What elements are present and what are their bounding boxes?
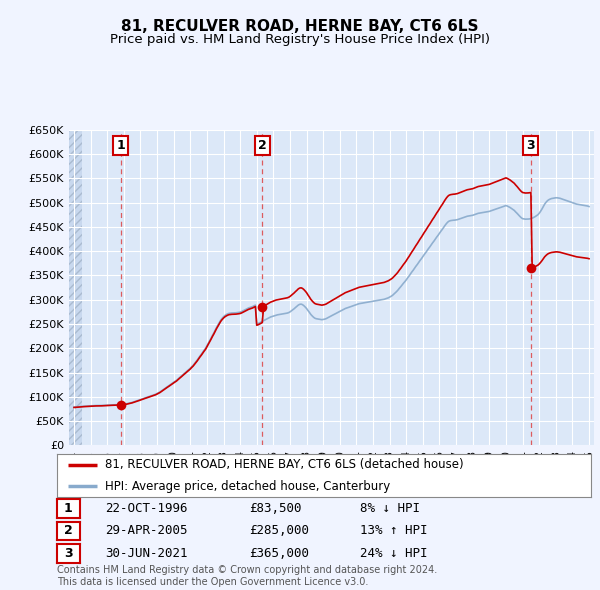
Text: 8% ↓ HPI: 8% ↓ HPI (360, 502, 420, 515)
Text: £365,000: £365,000 (249, 547, 309, 560)
Text: 13% ↑ HPI: 13% ↑ HPI (360, 525, 427, 537)
Text: HPI: Average price, detached house, Canterbury: HPI: Average price, detached house, Cant… (105, 480, 391, 493)
Text: 3: 3 (64, 547, 73, 560)
Bar (69, 130, 82, 445)
Text: £83,500: £83,500 (249, 502, 302, 515)
Text: Contains HM Land Registry data © Crown copyright and database right 2024.
This d: Contains HM Land Registry data © Crown c… (57, 565, 437, 587)
Text: 24% ↓ HPI: 24% ↓ HPI (360, 547, 427, 560)
Text: 81, RECULVER ROAD, HERNE BAY, CT6 6LS (detached house): 81, RECULVER ROAD, HERNE BAY, CT6 6LS (d… (105, 458, 464, 471)
Text: 2: 2 (258, 139, 266, 152)
Text: 2: 2 (64, 525, 73, 537)
Text: 30-JUN-2021: 30-JUN-2021 (105, 547, 187, 560)
Text: Price paid vs. HM Land Registry's House Price Index (HPI): Price paid vs. HM Land Registry's House … (110, 33, 490, 46)
Text: 3: 3 (527, 139, 535, 152)
Text: £285,000: £285,000 (249, 525, 309, 537)
Text: 29-APR-2005: 29-APR-2005 (105, 525, 187, 537)
Text: 1: 1 (116, 139, 125, 152)
Text: 1: 1 (64, 502, 73, 515)
Text: 81, RECULVER ROAD, HERNE BAY, CT6 6LS: 81, RECULVER ROAD, HERNE BAY, CT6 6LS (121, 19, 479, 34)
Text: 22-OCT-1996: 22-OCT-1996 (105, 502, 187, 515)
